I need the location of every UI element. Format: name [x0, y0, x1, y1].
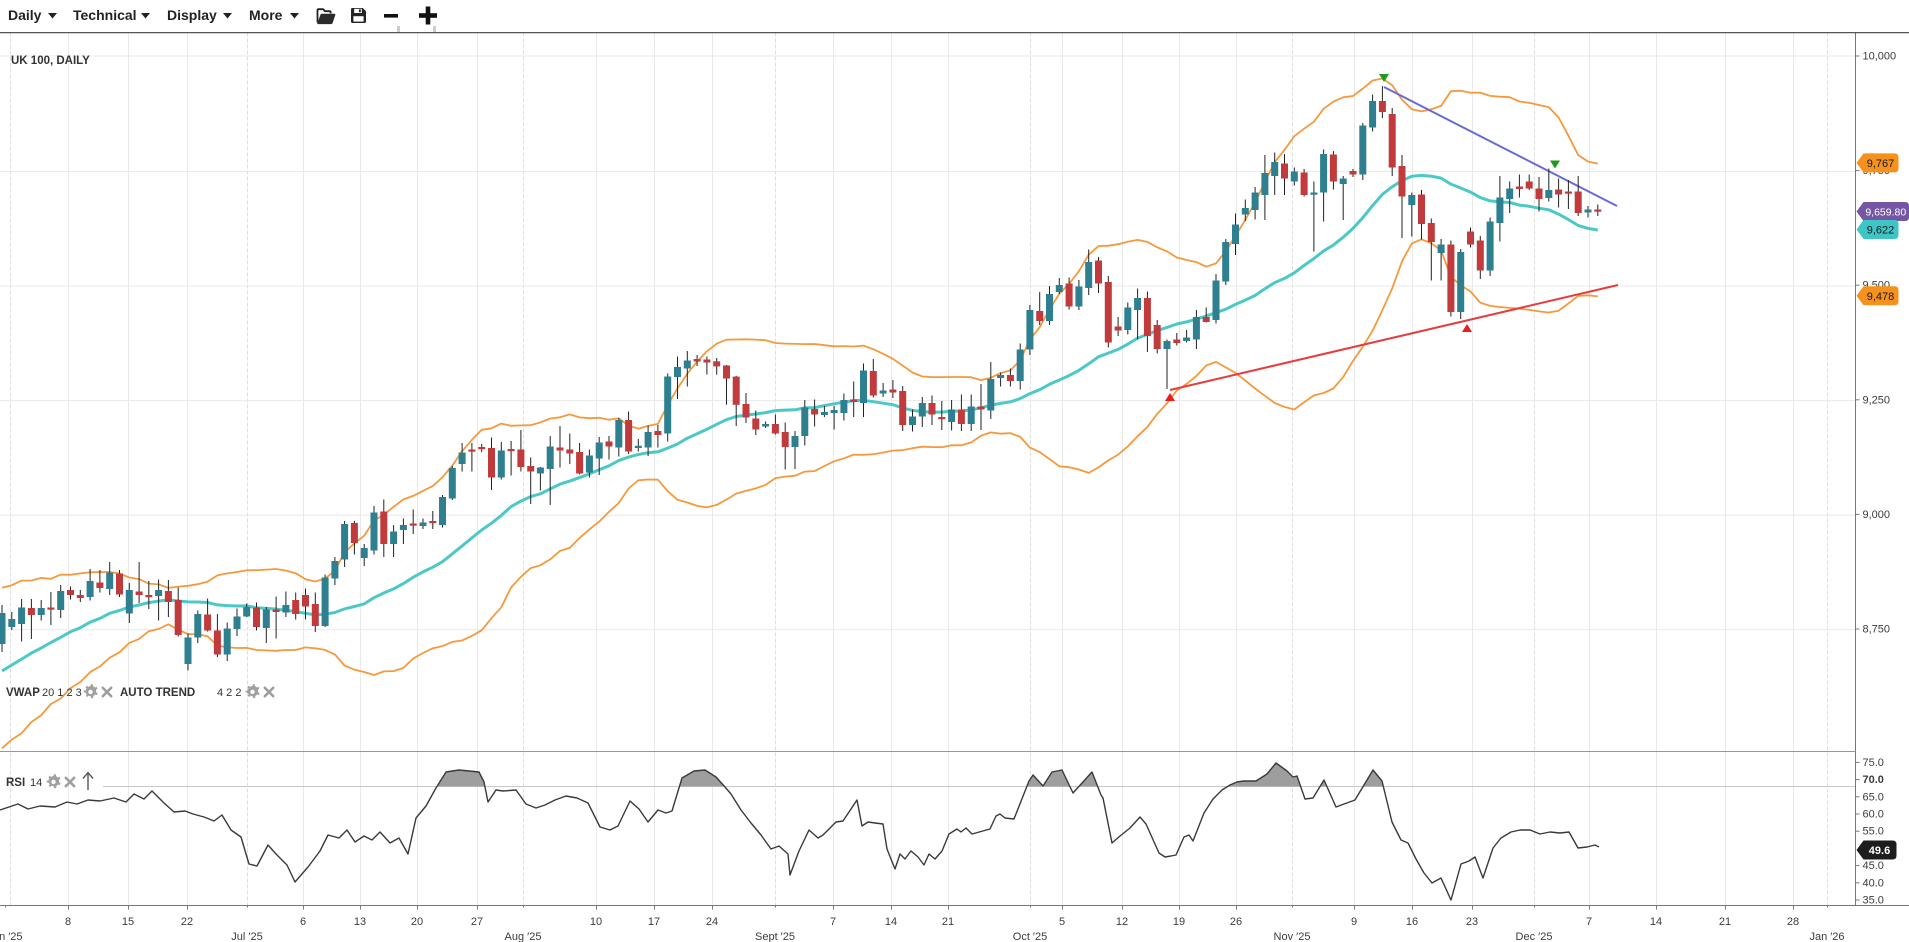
svg-text:24: 24	[706, 916, 718, 928]
svg-text:Nov ′25: Nov ′25	[1274, 931, 1311, 942]
svg-text:9,622: 9,622	[1867, 225, 1895, 237]
svg-text:14: 14	[885, 916, 897, 928]
svg-text:65.0: 65.0	[1863, 791, 1884, 803]
svg-text:9,767: 9,767	[1867, 158, 1895, 170]
svg-text:Sept ′25: Sept ′25	[755, 931, 795, 942]
svg-text:12: 12	[1116, 916, 1128, 928]
svg-text:60.0: 60.0	[1863, 809, 1884, 821]
svg-text:28: 28	[1787, 916, 1799, 928]
svg-text:9,659.80: 9,659.80	[1865, 207, 1906, 219]
svg-text:8,750: 8,750	[1863, 624, 1891, 636]
svg-text:Jun ′25: Jun ′25	[0, 931, 23, 942]
svg-text:UK 100, DAILY: UK 100, DAILY	[11, 55, 90, 67]
svg-text:6: 6	[300, 916, 306, 928]
svg-text:20: 20	[411, 916, 423, 928]
svg-text:21: 21	[1719, 916, 1731, 928]
svg-text:26: 26	[1230, 916, 1242, 928]
svg-text:45.0: 45.0	[1863, 860, 1884, 872]
svg-text:14: 14	[30, 777, 42, 789]
svg-text:15: 15	[122, 916, 134, 928]
svg-text:4 2 2: 4 2 2	[217, 687, 241, 699]
svg-text:9,250: 9,250	[1863, 394, 1891, 406]
svg-text:49.6: 49.6	[1869, 845, 1890, 857]
svg-text:35.0: 35.0	[1863, 895, 1884, 907]
svg-text:23: 23	[1466, 916, 1478, 928]
svg-text:17: 17	[648, 916, 660, 928]
svg-text:9,000: 9,000	[1863, 509, 1891, 521]
svg-text:7: 7	[830, 916, 836, 928]
svg-text:AUTO TREND: AUTO TREND	[120, 687, 195, 699]
svg-text:40.0: 40.0	[1863, 877, 1884, 889]
svg-text:9,478: 9,478	[1867, 291, 1895, 303]
svg-text:Jan ′26: Jan ′26	[1809, 931, 1844, 942]
svg-text:8: 8	[65, 916, 71, 928]
svg-text:16: 16	[1406, 916, 1418, 928]
svg-text:9: 9	[1351, 916, 1357, 928]
svg-text:19: 19	[1173, 916, 1185, 928]
svg-text:10: 10	[590, 916, 602, 928]
svg-text:13: 13	[354, 916, 366, 928]
svg-text:27: 27	[471, 916, 483, 928]
svg-text:55.0: 55.0	[1863, 826, 1884, 838]
svg-text:Jul ′25: Jul ′25	[231, 931, 262, 942]
svg-text:75.0: 75.0	[1863, 757, 1884, 769]
svg-text:21: 21	[942, 916, 954, 928]
svg-text:5: 5	[1059, 916, 1065, 928]
svg-text:RSI: RSI	[6, 777, 25, 789]
svg-text:10,000: 10,000	[1863, 51, 1897, 63]
svg-text:Aug ′25: Aug ′25	[505, 931, 542, 942]
svg-text:14: 14	[1650, 916, 1662, 928]
svg-text:7: 7	[1586, 916, 1592, 928]
svg-text:VWAP: VWAP	[6, 687, 40, 699]
svg-text:70.0: 70.0	[1863, 774, 1884, 786]
svg-text:Oct ′25: Oct ′25	[1013, 931, 1047, 942]
svg-text:22: 22	[181, 916, 193, 928]
svg-text:Dec ′25: Dec ′25	[1516, 931, 1553, 942]
svg-text:20 1 2 3: 20 1 2 3	[42, 687, 82, 699]
